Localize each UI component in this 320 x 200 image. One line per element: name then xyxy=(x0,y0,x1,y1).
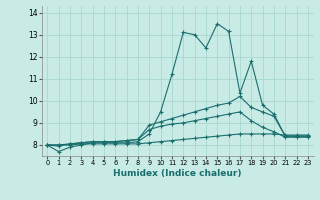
X-axis label: Humidex (Indice chaleur): Humidex (Indice chaleur) xyxy=(113,169,242,178)
